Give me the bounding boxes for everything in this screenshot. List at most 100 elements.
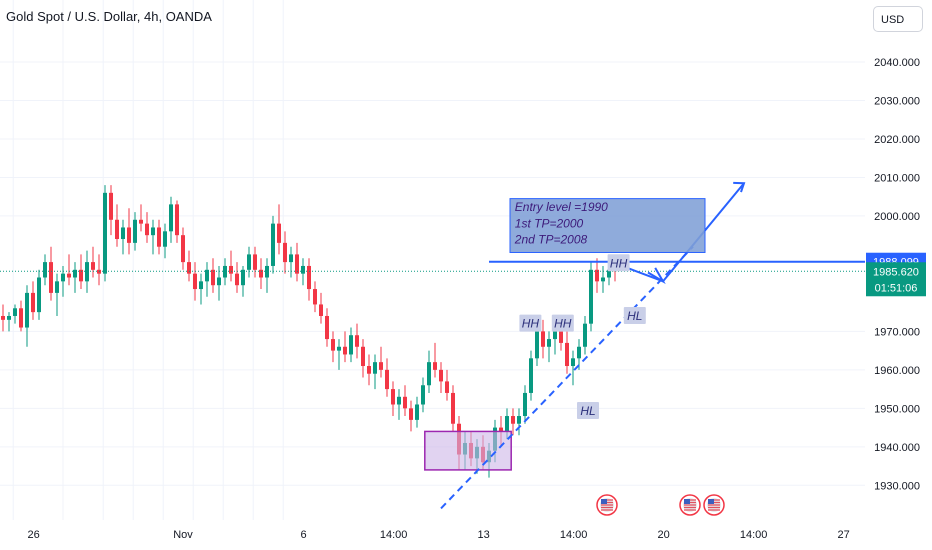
- candle-body-45: [271, 223, 275, 266]
- note-second-tp: 2nd TP=2008: [514, 233, 588, 247]
- us-flag-event-icon-0[interactable]: [596, 494, 618, 516]
- candle-body-95: [571, 358, 575, 367]
- candle-body-11: [67, 273, 71, 278]
- price-tick-8: 1940.000: [874, 442, 920, 454]
- candle-body-17: [103, 192, 107, 274]
- candle-body-40: [241, 269, 245, 286]
- candle-body-42: [253, 254, 257, 270]
- dashed-trendline[interactable]: [440, 246, 694, 510]
- candle-body-31: [187, 262, 191, 274]
- note-entry-level: Entry level =1990: [515, 200, 608, 214]
- candle-body-9: [55, 281, 59, 293]
- price-tick-7: 1950.000: [874, 403, 920, 415]
- candle-body-57: [343, 346, 347, 355]
- candle-body-53: [319, 304, 323, 316]
- candle-body-12: [73, 269, 77, 278]
- candle-body-69: [415, 404, 419, 420]
- swing-tag-1: HH: [554, 317, 572, 331]
- candle-body-99: [595, 269, 599, 282]
- candle-body-7: [43, 262, 47, 278]
- swing-tag-0: HH: [522, 317, 540, 331]
- candle-body-3: [19, 308, 23, 328]
- event-canton-0: [601, 499, 607, 504]
- price-tick-1: 2030.000: [874, 95, 920, 107]
- candle-body-66: [397, 396, 401, 405]
- price-tick-4: 2000.000: [874, 211, 920, 223]
- badge-price-bg: [866, 262, 926, 297]
- candle-body-74: [445, 381, 449, 393]
- candle-body-55: [331, 339, 335, 351]
- time-tick-7: 14:00: [740, 529, 768, 541]
- candle-body-33: [199, 281, 203, 290]
- event-canton-1: [684, 499, 690, 504]
- candle-body-32: [193, 273, 197, 290]
- candle-body-8: [49, 262, 53, 293]
- candle-body-73: [439, 369, 443, 382]
- candle-body-88: [529, 358, 533, 393]
- candle-body-29: [175, 204, 179, 236]
- candle-body-34: [205, 269, 209, 282]
- candle-body-0: [1, 315, 5, 320]
- candle-body-19: [115, 219, 119, 240]
- economic-events[interactable]: [596, 494, 725, 516]
- candle-body-47: [283, 242, 287, 263]
- price-badges: 1988.099 1985.620 01:51:06: [866, 252, 926, 297]
- currency-selector[interactable]: USD: [873, 6, 923, 32]
- us-flag-event-icon-2[interactable]: [703, 494, 725, 516]
- candle-body-58: [349, 335, 353, 355]
- candle-body-96: [577, 346, 581, 359]
- candle-body-21: [127, 227, 131, 243]
- candle-body-49: [295, 254, 299, 274]
- swing-tag-bg-3: [607, 254, 630, 272]
- candle-body-84: [505, 416, 509, 432]
- time-axis[interactable]: 26 Nov 6 14:00 13 14:00 20 14:00 27: [27, 529, 849, 541]
- candle-body-94: [565, 342, 569, 367]
- candle-body-50: [301, 265, 305, 274]
- candle-body-38: [229, 265, 233, 274]
- price-tick-2: 2020.000: [874, 134, 920, 146]
- candle-body-2: [13, 308, 17, 316]
- candle-body-85: [511, 416, 515, 424]
- swing-tag-2: HL: [580, 404, 595, 418]
- candle-body-52: [313, 289, 317, 305]
- candle-body-13: [79, 269, 83, 282]
- candle-body-60: [361, 346, 365, 367]
- price-tick-6: 1960.000: [874, 365, 920, 377]
- candle-body-36: [217, 277, 221, 286]
- candle-body-89: [535, 331, 539, 359]
- time-tick-1: Nov: [173, 529, 193, 541]
- candle-body-1: [7, 315, 11, 320]
- candle-body-56: [337, 346, 341, 351]
- candle-body-43: [259, 269, 263, 278]
- us-flag-event-icon-1[interactable]: [679, 494, 701, 516]
- candle-body-72: [433, 362, 437, 370]
- candle-body-71: [427, 362, 431, 386]
- candle-body-93: [559, 331, 563, 343]
- candle-body-98: [589, 269, 593, 324]
- time-tick-0: 26: [27, 529, 39, 541]
- candle-body-27: [163, 231, 167, 247]
- candle-body-62: [373, 362, 377, 374]
- candle-body-18: [109, 192, 113, 220]
- drawings[interactable]: Entry level =1990 1st TP=2000 2nd TP=200…: [424, 181, 865, 510]
- price-axis[interactable]: 2040.000 2030.000 2020.000 2010.000 2000.000…: [874, 57, 920, 492]
- candle-body-48: [289, 254, 293, 263]
- time-tick-5: 14:00: [560, 529, 588, 541]
- candle-body-15: [91, 262, 95, 270]
- candle-body-54: [325, 315, 329, 340]
- candle-body-30: [181, 235, 185, 263]
- candle-body-35: [211, 269, 215, 286]
- candle-body-92: [553, 331, 557, 340]
- candle-body-23: [139, 219, 143, 224]
- time-tick-6: 20: [657, 529, 669, 541]
- trade-note-box[interactable]: [509, 198, 706, 253]
- candle-body-97: [583, 323, 587, 347]
- swing-tag-bg-1: [551, 314, 574, 332]
- candle-body-75: [451, 392, 455, 424]
- candle-body-22: [133, 219, 137, 243]
- swing-tag-bg-0: [519, 314, 542, 332]
- badge-last-price: 1985.620: [873, 266, 919, 278]
- consolidation-box[interactable]: [424, 430, 512, 471]
- candle-body-28: [169, 204, 173, 232]
